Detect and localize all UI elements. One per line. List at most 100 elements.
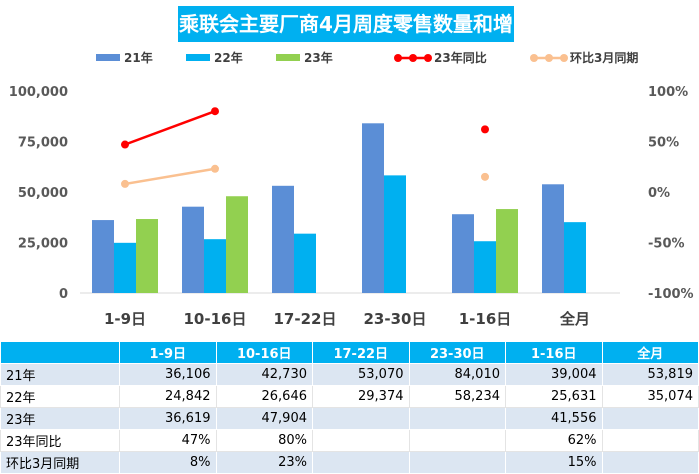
table-cell: 53,070 [312, 363, 410, 386]
legend-marker [394, 54, 402, 62]
bar-21年 [272, 185, 294, 293]
x-tick-label: 1-9日 [104, 310, 146, 328]
table-cell: 8% [119, 451, 217, 474]
table-header-row: 1-9日 10-16日 17-22日 23-30日 1-16日 全月 [0, 341, 699, 364]
table-header-cell: 17-22日 [312, 341, 410, 364]
bar-21年 [452, 214, 474, 293]
bar-22年 [294, 233, 316, 293]
table-cell: 35,074 [601, 385, 699, 408]
bar-22年 [114, 242, 136, 293]
table-header-cell: 1-9日 [119, 341, 217, 364]
line-segment-23年同比 [124, 110, 216, 146]
table-cell: 24,842 [119, 385, 217, 408]
combo-chart: 0 25,000 50,000 75,000 100,000 -100% -50% 0% 50%… [9, 50, 694, 328]
table-row: 22年 24,842 26,646 29,374 58,234 25,631 3… [0, 385, 699, 408]
y-left-tick-label: 50,000 [18, 186, 68, 201]
y-left-tick-label: 75,000 [18, 136, 68, 151]
y-right-tick-label: 0% [648, 186, 670, 201]
table-cell [408, 429, 506, 452]
table-row: 21年 36,106 42,730 53,070 84,010 39,004 5… [0, 363, 699, 386]
bar-21年 [182, 206, 204, 293]
y-left-tick-label: 25,000 [18, 237, 68, 252]
y-right-tick-label: 50% [648, 136, 679, 151]
table-header-cell [0, 341, 120, 364]
y-left-tick-label: 0 [59, 287, 68, 302]
table-header-cell: 1-16日 [505, 341, 603, 364]
table-cell: 25,631 [505, 385, 603, 408]
legend-swatch [96, 54, 120, 61]
legend-label: 21年 [124, 50, 153, 65]
table-cell: 15% [505, 451, 603, 474]
legend-label: 23年 [304, 50, 333, 65]
data-table: 1-9日 10-16日 17-22日 23-30日 1-16日 全月 21年 3… [0, 341, 699, 474]
point-23年同比 [121, 140, 129, 149]
table-cell: 36,619 [119, 407, 217, 430]
table-cell [312, 407, 410, 430]
table-cell [601, 429, 699, 452]
table-cell: 47,904 [215, 407, 313, 430]
legend-marker [545, 54, 553, 62]
table-cell: 41,556 [505, 407, 603, 430]
table-cell [312, 451, 410, 474]
table-cell: 29,374 [312, 385, 410, 408]
table-cell: 23% [215, 451, 313, 474]
bar-21年 [92, 220, 114, 293]
table-cell: 53,819 [601, 363, 699, 386]
legend-marker [530, 54, 538, 62]
table-cell: 39,004 [505, 363, 603, 386]
table-cell: 26,646 [215, 385, 313, 408]
y-right-tick-label: 100% [648, 85, 688, 100]
x-tick-label: 17-22日 [274, 310, 337, 328]
row-label: 23年 [0, 407, 120, 430]
legend-marker [409, 54, 417, 62]
table-cell: 62% [505, 429, 603, 452]
point-23年同比 [481, 125, 489, 134]
table-cell: 84,010 [408, 363, 506, 386]
legend-label: 23年同比 [434, 50, 487, 65]
table-row: 环比3月同期 8% 23% 15% [0, 451, 699, 474]
legend-label: 环比3月同期 [570, 50, 638, 65]
bar-22年 [204, 239, 226, 293]
table-row: 23年同比 47% 80% 62% [0, 429, 699, 452]
row-label: 22年 [0, 385, 120, 408]
x-tick-label: 全月 [559, 310, 590, 328]
bar-22年 [384, 175, 406, 293]
table-cell [601, 407, 699, 430]
table-header-cell: 10-16日 [215, 341, 313, 364]
legend-marker [424, 54, 432, 62]
table-header-cell: 23-30日 [408, 341, 506, 364]
point-23年同比 [211, 107, 219, 116]
row-label: 21年 [0, 363, 120, 386]
bar-23年 [226, 196, 248, 293]
chart-title: 乘联会主要厂商4月周度零售数量和增速 [178, 6, 514, 72]
x-tick-label: 1-16日 [459, 310, 512, 328]
table-row: 23年 36,619 47,904 41,556 [0, 407, 699, 430]
row-label: 23年同比 [0, 429, 120, 452]
y-right-tick-label: -50% [648, 237, 685, 252]
y-right-tick-label: -100% [648, 287, 694, 302]
table-cell: 58,234 [408, 385, 506, 408]
table-cell: 36,106 [119, 363, 217, 386]
point-环比3月同期 [481, 172, 489, 181]
table-cell [408, 451, 506, 474]
table-header-cell: 全月 [601, 341, 699, 364]
table-cell [312, 429, 410, 452]
bar-22年 [474, 241, 496, 293]
line-segment-环比3月同期 [124, 167, 216, 186]
table-cell: 80% [215, 429, 313, 452]
table-cell: 42,730 [215, 363, 313, 386]
table-cell [408, 407, 506, 430]
point-环比3月同期 [121, 179, 129, 188]
legend-label: 22年 [214, 50, 243, 65]
legend-swatch [186, 54, 210, 61]
point-环比3月同期 [211, 164, 219, 173]
x-tick-label: 23-30日 [364, 310, 427, 328]
bar-23年 [136, 219, 158, 293]
x-tick-label: 10-16日 [184, 310, 247, 328]
bar-21年 [542, 184, 564, 293]
bar-23年 [496, 209, 518, 293]
legend-swatch [276, 54, 300, 61]
y-left-tick-label: 100,000 [9, 85, 68, 100]
legend-marker [560, 54, 568, 62]
row-label: 环比3月同期 [0, 451, 120, 474]
